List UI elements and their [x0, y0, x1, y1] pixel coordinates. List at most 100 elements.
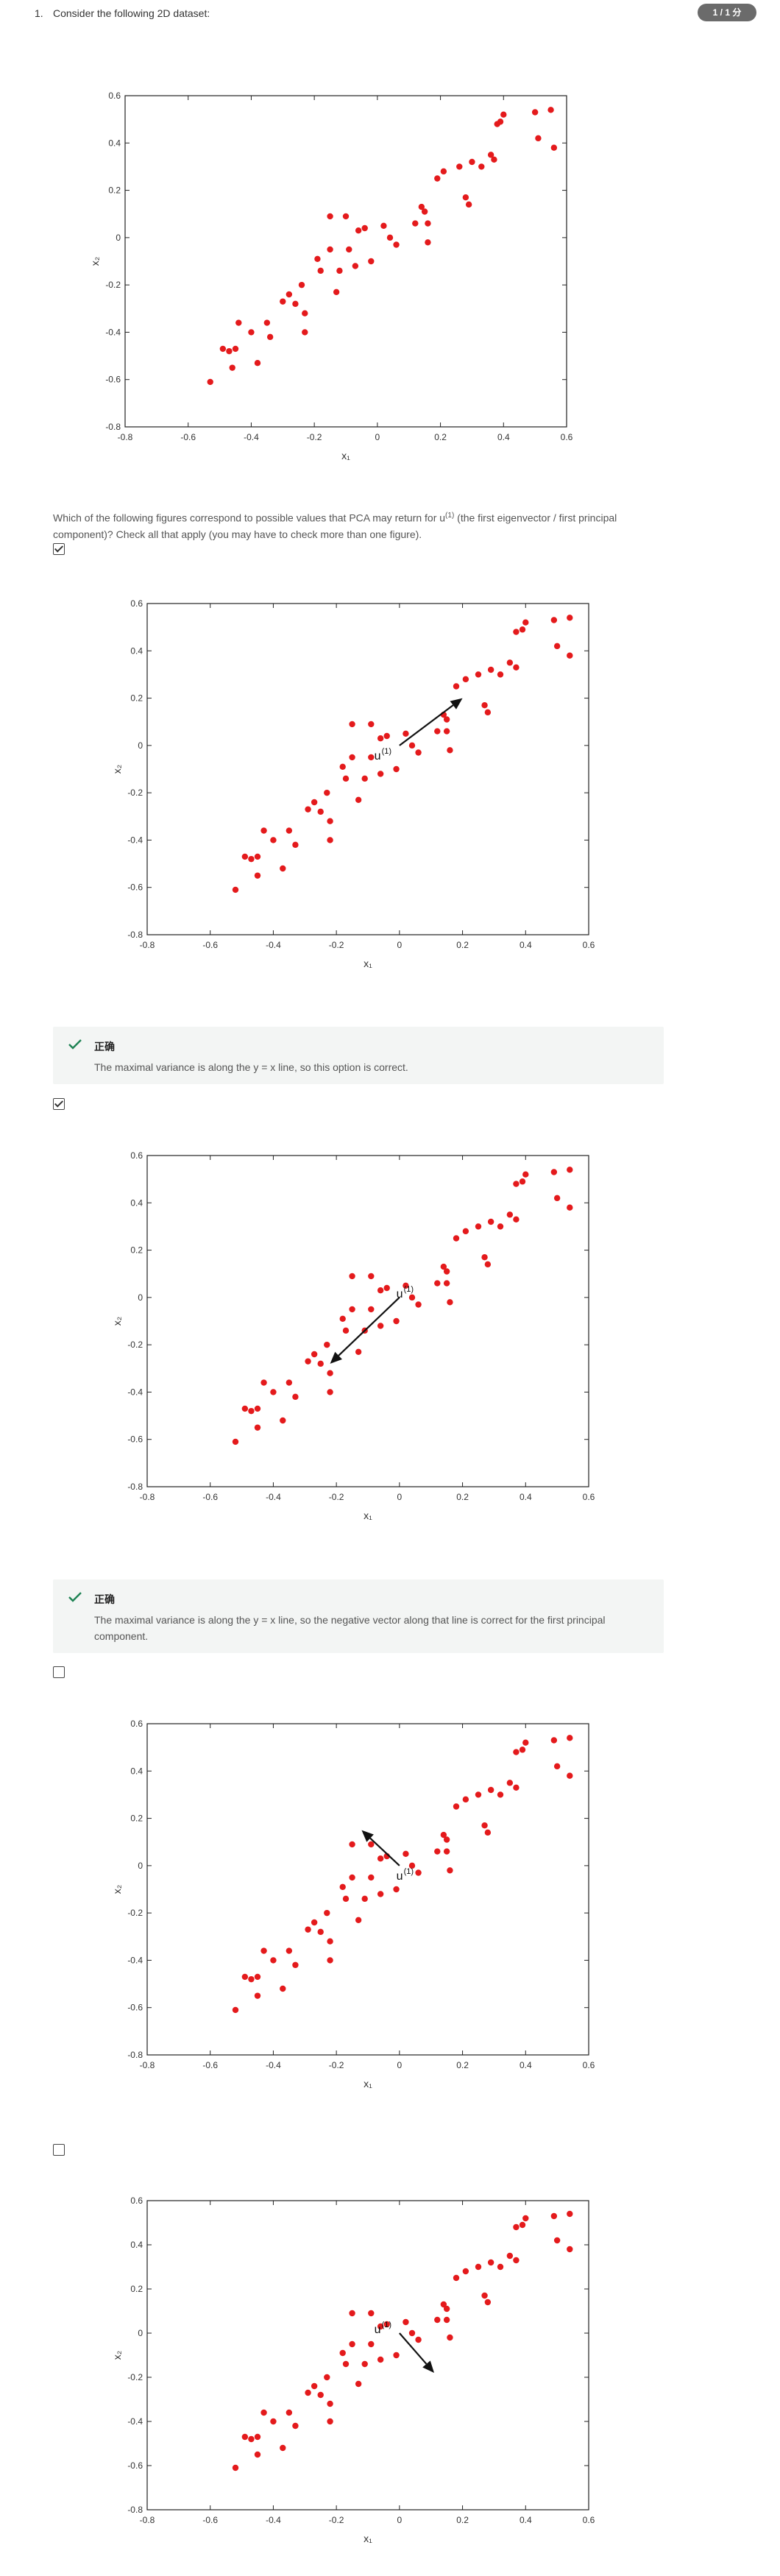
y-tick-label: -0.4: [127, 2416, 143, 2427]
data-point: [292, 1393, 299, 1401]
option-4-checkbox[interactable]: [53, 2144, 65, 2156]
option-3-scatter-plot[interactable]: -0.8 -0.6 -0.4 -0.2 0 0.2 0.4 0.6 -0.8 -0.6 -0.4 -0…: [103, 1709, 618, 2106]
data-point: [327, 213, 333, 220]
data-point: [462, 1228, 469, 1235]
feedback-text: The maximal variance is along the y = x …: [94, 1614, 606, 1642]
x-tick-label: -0.2: [329, 2515, 344, 2525]
data-point: [349, 1273, 355, 1280]
data-point: [327, 1938, 333, 1945]
option-2-checkbox[interactable]: [53, 1098, 65, 1110]
x-axis-label: x₁: [364, 2533, 372, 2544]
data-point: [336, 267, 343, 275]
x-tick-label: -0.6: [202, 2515, 218, 2525]
question-header: 1. Consider the following 2D dataset: 1 …: [0, 0, 780, 29]
data-point: [547, 107, 554, 113]
data-point: [408, 1294, 416, 1301]
data-point: [260, 2409, 267, 2416]
data-point: [415, 1869, 422, 1876]
data-point: [327, 837, 333, 843]
question-intro: Consider the following 2D dataset:: [53, 7, 210, 19]
data-point: [314, 255, 321, 262]
y-tick-label: -0.6: [127, 2460, 143, 2471]
option-3-checkbox[interactable]: [53, 1666, 65, 1678]
option-2-scatter-plot[interactable]: -0.8 -0.6 -0.4 -0.2 0 0.2 0.4 0.6 -0.8 -0.6 -0.4 -0…: [103, 1141, 618, 1538]
y-tick-label: -0.8: [127, 2050, 143, 2060]
data-point: [443, 1280, 450, 1287]
data-point: [219, 345, 227, 353]
data-point: [519, 626, 526, 633]
data-point: [254, 1424, 261, 1431]
data-point: [440, 168, 447, 175]
question-prompt: Which of the following figures correspon…: [53, 508, 656, 542]
data-point: [443, 1268, 450, 1275]
data-point: [484, 2299, 492, 2306]
eigenvector-label-sup: (1): [404, 1867, 414, 1876]
x-tick-label: -0.2: [329, 940, 344, 950]
data-point: [270, 1957, 277, 1964]
data-point: [462, 1796, 469, 1803]
y-tick-label: 0.6: [130, 1150, 143, 1161]
y-tick-label: 0.2: [130, 1245, 143, 1256]
data-point: [481, 1254, 488, 1261]
x-tick-label: 0: [397, 1492, 403, 1502]
data-point: [412, 220, 419, 227]
data-point: [383, 732, 390, 740]
data-point: [475, 2263, 482, 2271]
data-point: [487, 152, 494, 158]
data-point: [443, 716, 450, 723]
data-point: [481, 702, 488, 709]
y-tick-label: 0.6: [130, 598, 143, 609]
data-point: [292, 300, 299, 308]
feedback-text: The maximal variance is along the y = x …: [94, 1061, 408, 1073]
x-tick-label: 0: [397, 2515, 403, 2525]
data-point: [403, 1850, 409, 1857]
y-axis-label: x₂: [111, 765, 123, 774]
data-point: [377, 1287, 384, 1294]
x-tick-label: -0.8: [118, 432, 133, 442]
data-point: [260, 1947, 267, 1954]
option-1-scatter-plot[interactable]: -0.8 -0.6 -0.4 -0.2 0 0.2 0.4 0.6 -0.8 -0.6 -0.4 -0…: [103, 589, 618, 986]
eigenvector-arrow-head: [450, 698, 463, 710]
x-tick-label: -0.4: [266, 940, 281, 950]
data-point: [443, 1836, 450, 1843]
data-point: [403, 730, 409, 737]
option-1-checkbox[interactable]: [53, 543, 65, 555]
y-tick-label: 0.4: [108, 138, 121, 148]
data-point: [443, 728, 450, 735]
data-point: [311, 1351, 318, 1358]
data-point: [434, 2316, 441, 2324]
correct-check-icon: [68, 1039, 82, 1050]
data-point: [368, 721, 375, 728]
data-point: [254, 1405, 261, 1412]
data-point: [286, 1379, 293, 1386]
data-point: [567, 1167, 573, 1173]
y-tick-label: 0.6: [130, 2195, 143, 2206]
data-point: [393, 1886, 400, 1893]
x-tick-label: 0.2: [456, 2060, 469, 2070]
data-point: [377, 1323, 384, 1329]
option-4-scatter-plot[interactable]: -0.8 -0.6 -0.4 -0.2 0 0.2 0.4 0.6 -0.8 -0.6 -0.4 -0…: [103, 2186, 618, 2561]
data-point: [232, 345, 239, 353]
eigenvector-arrow-head: [361, 1830, 374, 1842]
data-point: [317, 267, 324, 275]
data-point: [443, 2305, 450, 2313]
y-tick-label: -0.2: [127, 788, 143, 798]
data-point: [383, 2321, 390, 2328]
data-point: [260, 827, 267, 834]
data-point: [478, 163, 485, 170]
data-point: [513, 664, 520, 670]
data-point: [241, 853, 249, 860]
x-tick-label: 0: [375, 432, 380, 442]
data-point: [355, 227, 362, 234]
data-point: [377, 735, 384, 742]
y-tick-label: 0.4: [130, 645, 143, 656]
prompt-text-before: Which of the following figures correspon…: [53, 512, 446, 524]
data-point: [302, 329, 308, 336]
data-point: [342, 775, 350, 782]
data-point: [377, 2323, 384, 2330]
data-point: [403, 2318, 409, 2326]
data-point: [408, 1862, 416, 1869]
data-point: [333, 289, 340, 295]
data-point: [506, 1780, 514, 1786]
y-tick-label: 0.4: [130, 1766, 143, 1776]
